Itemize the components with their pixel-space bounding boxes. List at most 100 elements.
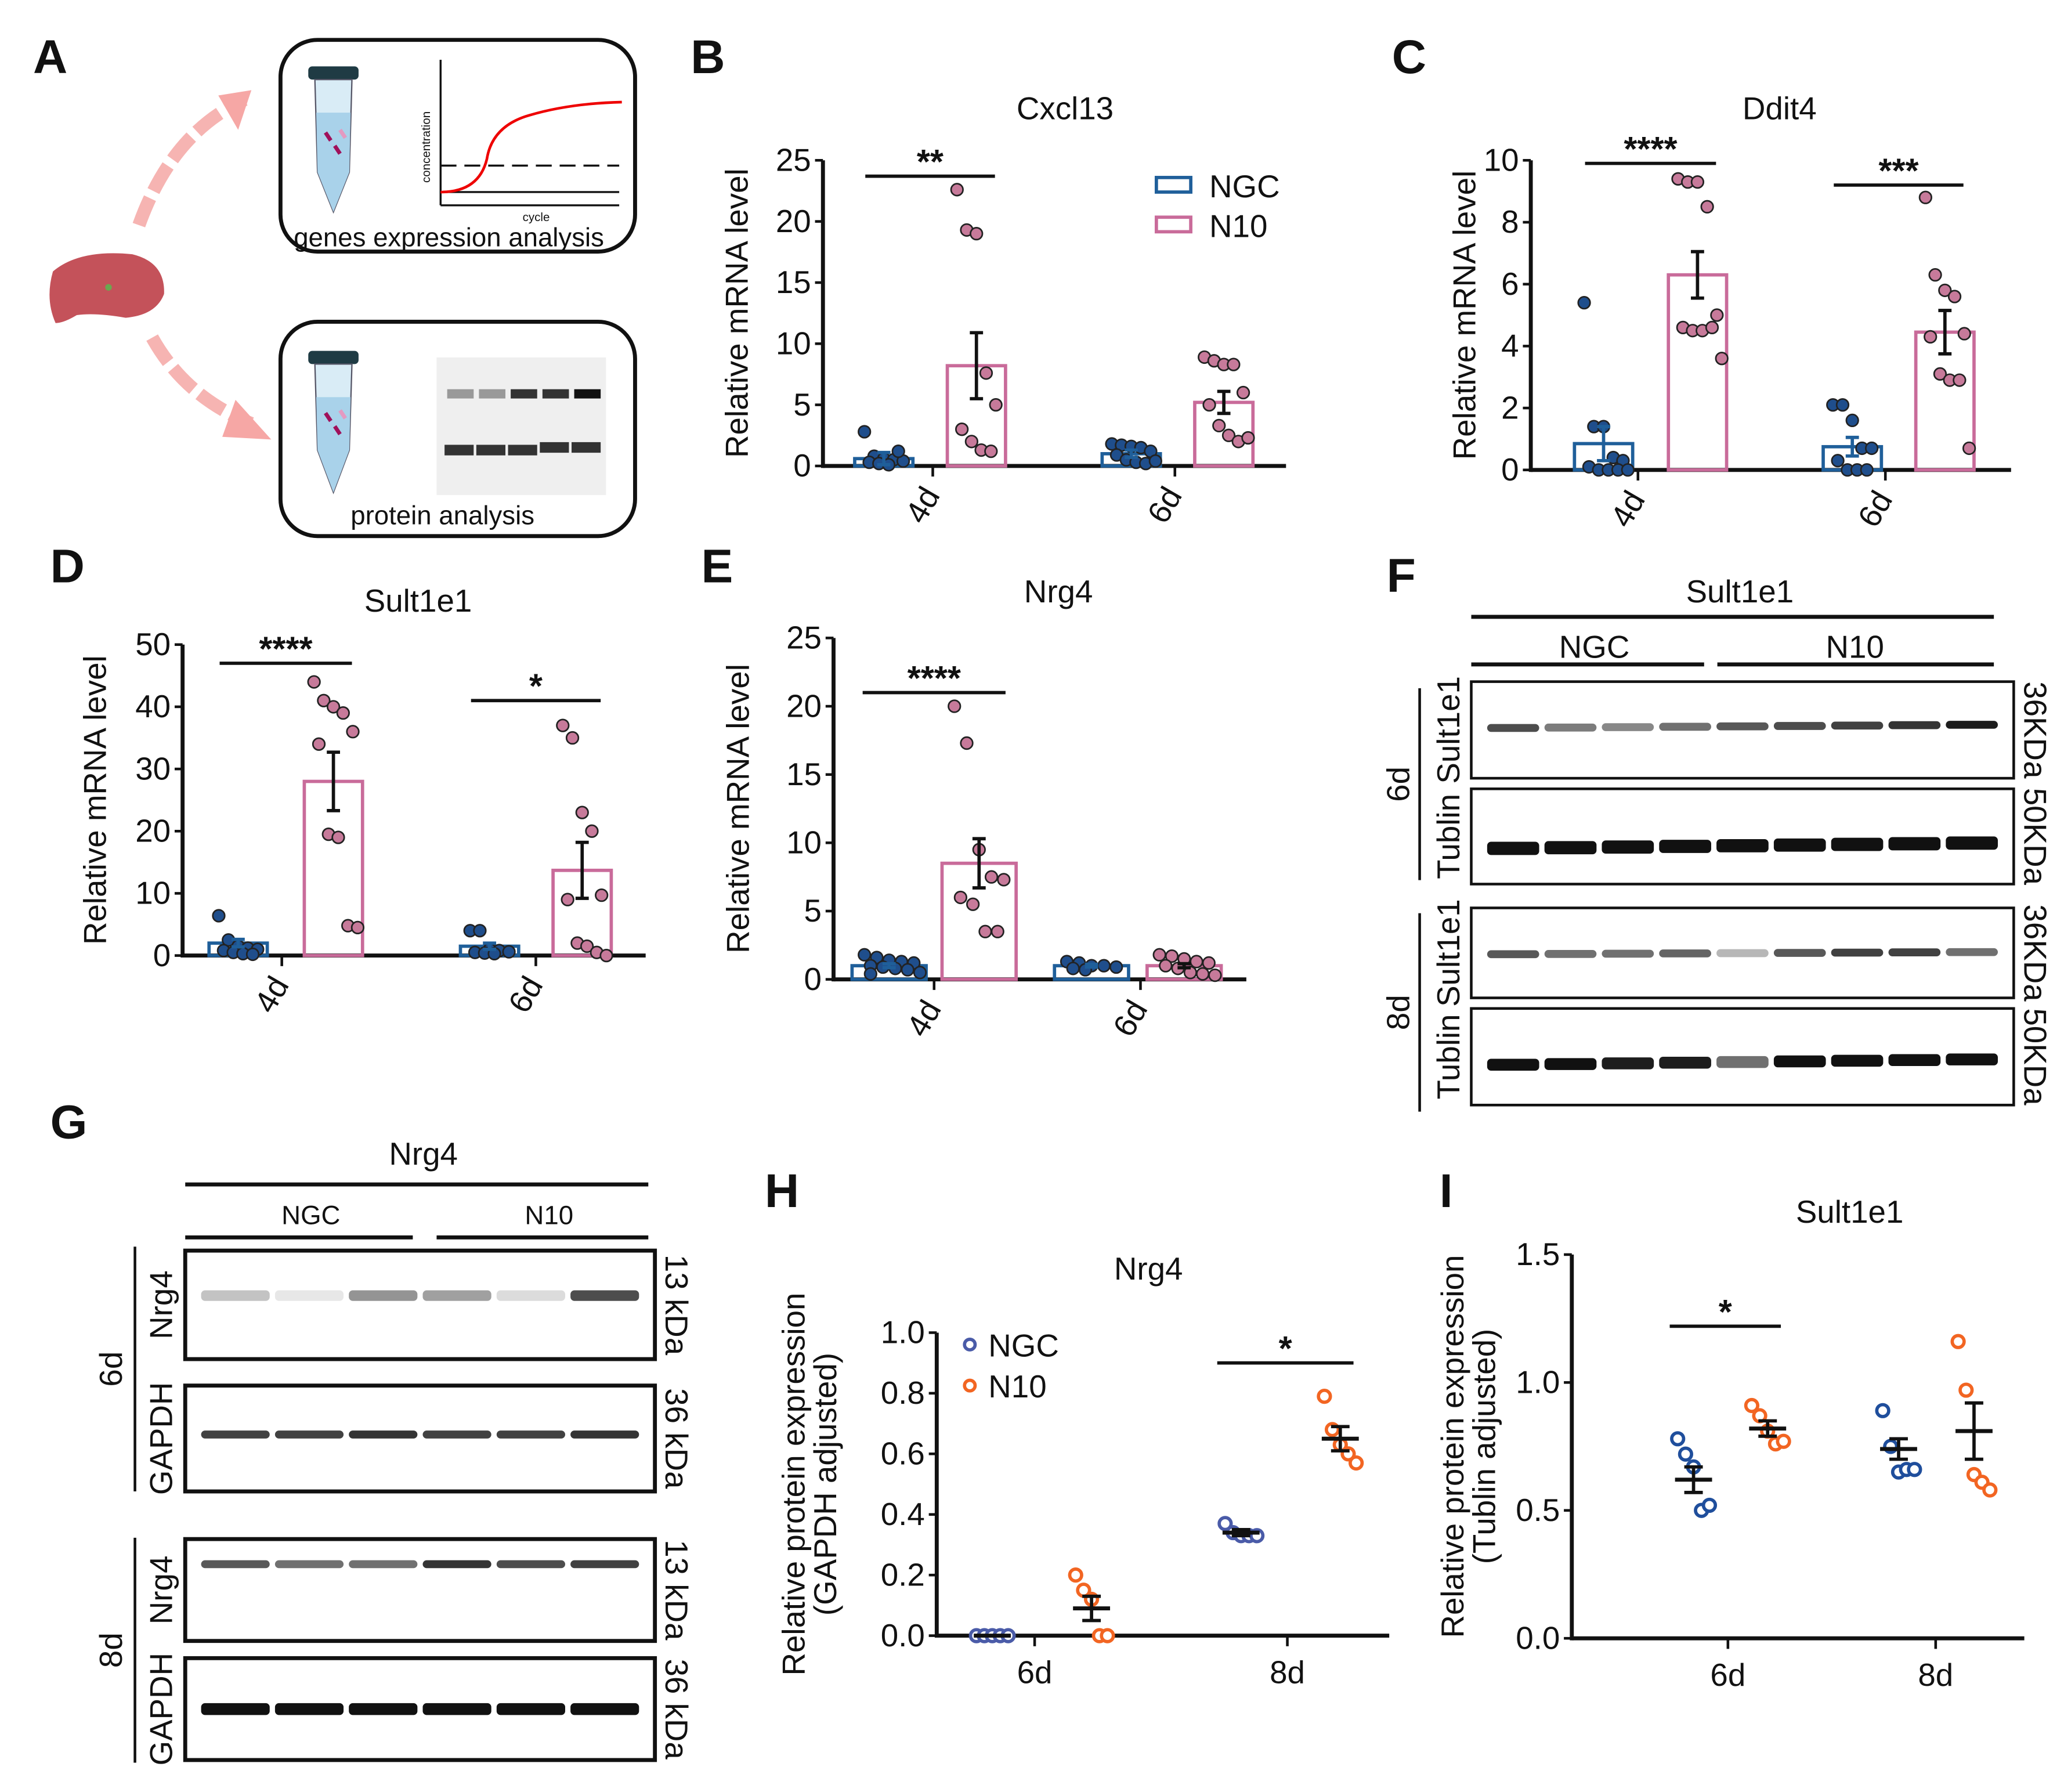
blot-timepoint-label: 8d [1380,995,1416,1030]
blot-timepoint-label: 8d [93,1632,129,1668]
chart-title: Ddit4 [1743,91,1817,127]
blot-g-group-n10: N10 [525,1200,573,1230]
data-point-n10 [575,805,589,819]
blot-f-group-ngc: NGC [1559,629,1630,665]
data-point-n10 [1202,956,1216,970]
blot-band [511,389,537,399]
data-point-ngc [1864,441,1879,456]
data-point-ngc [1109,960,1123,974]
blot-band [1659,840,1711,853]
blot-band [1946,836,1998,850]
data-point-n10 [1159,959,1173,973]
y-tick-label: 0.4 [881,1496,925,1532]
y-tick-label: 0.2 [881,1556,925,1592]
data-point-n10 [989,398,1003,412]
data-point-n10 [1690,175,1705,189]
data-point-n10 [1928,268,1942,282]
significance-label: **** [259,629,312,668]
blot-band [1888,948,1941,956]
data-point-n10 [1236,385,1250,400]
significance-label: * [1719,1292,1732,1331]
x-tick-label: 6d [1140,480,1189,529]
legend-label: N10 [1209,208,1267,244]
data-point-n10 [561,893,574,906]
blot-band [476,445,506,456]
legend-label: NGC [1209,168,1280,204]
data-point-ngc [1577,296,1591,310]
y-tick-label: 0.0 [1516,1620,1560,1656]
x-tick-label: 6d [1850,485,1899,533]
chart-title: Cxcl13 [1017,91,1114,127]
data-point-n10 [346,725,360,739]
panel-g-western-blot: Nrg4 NGC N10 Nrg4 13 kDa GAPDH 36 kDa Nrg4 13… [93,1136,695,1766]
data-point-n10 [966,897,980,911]
blot-band [1946,721,1998,729]
blot-band [274,1703,344,1715]
tube-icon [308,351,359,494]
blot-band [572,442,601,453]
chart-h: Nrg4 Relative protein expression(GAPDH ad… [775,1251,1390,1690]
blot-size-label: 36 kDa [659,1659,695,1760]
blot-band [201,1703,270,1715]
y-tick-label: 1.0 [1516,1364,1560,1400]
blot-band [1946,1053,1998,1065]
blot-band [201,1560,270,1569]
data-point-n10 [1212,418,1226,433]
y-axis-label: Relative mRNA level [77,655,113,945]
data-point-n10 [307,675,321,689]
panel-letter-f: F [1387,550,1416,602]
data-point-ngc [1066,962,1080,976]
blot-band [570,1703,639,1715]
blot-f-title: Sult1e1 [1686,573,1794,609]
blot-frame [183,1248,657,1361]
y-tick-label: 4 [1501,328,1519,364]
blot-band [1544,950,1597,958]
blot-band [1487,841,1539,855]
data-point-n10 [1705,320,1719,334]
blot-band [570,1430,639,1439]
blot-band [201,1430,270,1439]
chart-title: Sult1e1 [1796,1194,1904,1230]
panel-letter-c: C [1392,31,1426,84]
data-point-n10 [1190,955,1203,969]
blot-g-group-ngc: NGC [281,1200,340,1230]
significance-label: **** [908,659,961,698]
curve-xlabel: cycle [523,211,550,224]
chart-title: Sult1e1 [364,583,472,619]
data-point-n10 [580,939,594,953]
significance-label: *** [1878,151,1918,190]
blot-row-label: Sult1e1 [1430,899,1466,1007]
blot-row-label: GAPDH [143,1382,179,1495]
data-point-n10 [978,924,992,938]
significance-label: * [529,667,543,706]
y-tick-label: 20 [786,688,822,724]
blot-band [1716,949,1769,958]
data-point-n10 [1241,431,1255,445]
data-point-n10 [595,888,609,902]
blot-row-label: GAPDH [143,1653,179,1766]
legend-label: NGC [988,1327,1059,1363]
blot-band [1773,838,1826,852]
blot-band [1773,722,1826,730]
data-point-n10 [1165,949,1179,963]
y-axis-label: Relative protein expression [1434,1255,1470,1638]
data-point-ngc [1678,1446,1693,1462]
blot-band [349,1703,418,1715]
panel-letter-a: A [33,31,67,84]
data-point-ngc [913,966,927,980]
data-point-n10 [1700,200,1714,214]
data-point-n10 [1202,398,1216,412]
data-point-n10 [955,422,969,436]
data-point-ngc [1845,413,1859,428]
y-tick-label: 25 [786,620,822,656]
y-tick-label: 0.8 [881,1375,925,1411]
y-tick-label: 25 [776,142,811,178]
panel-letter-e: E [701,540,733,593]
panel-letter-h: H [765,1165,799,1217]
significance-label: ** [917,142,944,181]
data-point-n10 [556,718,570,732]
data-point-ngc [1148,454,1162,468]
y-tick-label: 5 [804,893,822,928]
